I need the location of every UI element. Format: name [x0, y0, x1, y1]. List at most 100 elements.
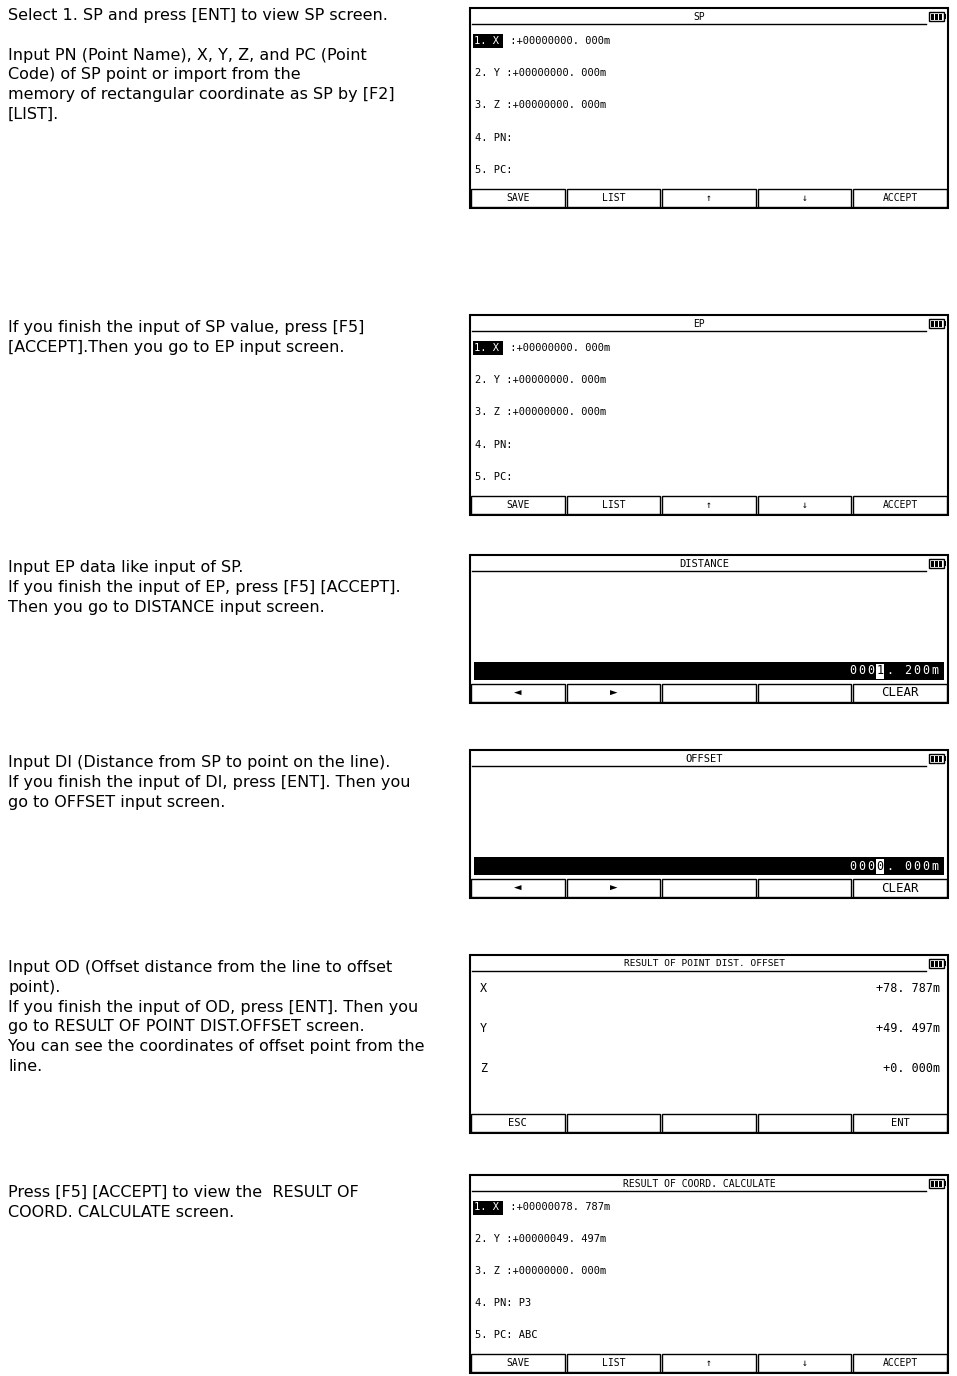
Bar [935, 14, 938, 19]
Text: 2. Y :+00000000. 000m: 2. Y :+00000000. 000m [475, 67, 606, 78]
Text: 4. PN: P3: 4. PN: P3 [475, 1299, 531, 1309]
Text: 4. PN:: 4. PN: [475, 440, 513, 450]
Bar [474, 857, 944, 875]
Bar [944, 321, 946, 326]
Text: SAVE: SAVE [506, 499, 529, 510]
Text: ◄: ◄ [514, 687, 522, 699]
Text: ACCEPT: ACCEPT [882, 1358, 918, 1368]
Bar [662, 1354, 756, 1372]
Text: ↓: ↓ [802, 499, 808, 510]
Text: 3. Z :+00000000. 000m: 3. Z :+00000000. 000m [475, 100, 606, 110]
Text: :+00000000. 000m: :+00000000. 000m [504, 343, 611, 352]
Text: .: . [886, 860, 893, 872]
Text: ↑: ↑ [706, 193, 712, 204]
Text: 0: 0 [858, 665, 865, 677]
Text: CLEAR: CLEAR [881, 882, 919, 894]
Bar [935, 960, 938, 966]
Bar [944, 14, 946, 19]
Text: ↑: ↑ [706, 499, 712, 510]
Text: 1. X: 1. X [474, 36, 499, 45]
Text: LIST: LIST [602, 499, 625, 510]
Text: RESULT OF POINT DIST. OFFSET: RESULT OF POINT DIST. OFFSET [624, 959, 785, 969]
Bar [758, 879, 852, 897]
Bar [471, 684, 565, 702]
Text: +78. 787m: +78. 787m [876, 982, 940, 995]
Text: 76: 76 [468, 1339, 488, 1357]
Text: CLEAR: CLEAR [881, 687, 919, 699]
Text: 0: 0 [923, 665, 930, 677]
Bar [929, 559, 944, 568]
Bar [930, 321, 933, 326]
Bar [854, 879, 947, 897]
Bar [567, 684, 660, 702]
Bar [935, 321, 938, 326]
Bar [567, 1354, 660, 1372]
Bar [854, 1115, 947, 1132]
Text: 1. X: 1. X [474, 1203, 499, 1212]
Text: ◄: ◄ [514, 882, 522, 894]
Bar [930, 960, 933, 966]
Text: 0: 0 [849, 665, 857, 677]
Bar [930, 1181, 933, 1186]
Bar [929, 12, 944, 21]
Text: ►: ► [610, 882, 617, 894]
Text: 2. Y :+00000049. 497m: 2. Y :+00000049. 497m [475, 1234, 606, 1244]
Bar [930, 14, 933, 19]
Text: 0: 0 [913, 665, 921, 677]
Text: ↓: ↓ [802, 193, 808, 204]
Text: 3. Z :+00000000. 000m: 3. Z :+00000000. 000m [475, 1266, 606, 1277]
Bar [471, 1115, 565, 1132]
Bar [854, 1354, 947, 1372]
Text: :+00000078. 787m: :+00000078. 787m [504, 1203, 611, 1212]
Bar [939, 14, 942, 19]
Text: 0: 0 [858, 860, 865, 872]
Text: 0: 0 [867, 665, 875, 677]
Text: 3. Z :+00000000. 000m: 3. Z :+00000000. 000m [475, 407, 606, 417]
Text: +49. 497m: +49. 497m [876, 1022, 940, 1036]
Bar [662, 684, 756, 702]
Bar [470, 555, 948, 703]
Text: 0: 0 [867, 860, 875, 872]
Bar [473, 1201, 503, 1215]
Bar [471, 495, 565, 515]
Bar [758, 1115, 852, 1132]
Bar [471, 189, 565, 206]
Bar [470, 750, 948, 899]
Text: Select 1. SP and press [ENT] to view SP screen.

Input PN (Point Name), X, Y, Z,: Select 1. SP and press [ENT] to view SP … [8, 8, 394, 122]
Bar [939, 560, 942, 567]
Text: DISTANCE: DISTANCE [679, 559, 729, 570]
Bar [473, 34, 503, 48]
Bar [567, 879, 660, 897]
Bar [876, 859, 884, 874]
Text: m: m [932, 860, 939, 872]
Text: SAVE: SAVE [506, 193, 529, 204]
Text: m: m [932, 665, 939, 677]
Text: Input EP data like input of SP.
If you finish the input of EP, press [F5] [ACCEP: Input EP data like input of SP. If you f… [8, 560, 401, 615]
Bar [662, 879, 756, 897]
Bar [854, 684, 947, 702]
Bar [662, 495, 756, 515]
Bar [939, 1181, 942, 1186]
Text: 4. PN:: 4. PN: [475, 132, 513, 143]
Text: 5. PC:: 5. PC: [475, 165, 513, 175]
Bar [944, 1181, 946, 1186]
Bar [473, 341, 503, 355]
Text: OFFSET: OFFSET [685, 754, 723, 764]
Bar [929, 754, 944, 764]
Text: ↑: ↑ [706, 1358, 712, 1368]
Bar [470, 1175, 948, 1373]
Text: X: X [480, 982, 487, 995]
Text: ACCEPT: ACCEPT [882, 499, 918, 510]
Text: 5. PC:: 5. PC: [475, 472, 513, 482]
Bar [758, 495, 852, 515]
Bar [854, 495, 947, 515]
Text: 0: 0 [904, 860, 911, 872]
Text: Input OD (Offset distance from the line to offset
point).
If you finish the inpu: Input OD (Offset distance from the line … [8, 960, 425, 1075]
Text: LIST: LIST [602, 1358, 625, 1368]
Text: 0: 0 [849, 860, 857, 872]
Bar [470, 955, 948, 1132]
Text: RESULT OF COORD. CALCULATE: RESULT OF COORD. CALCULATE [623, 1179, 775, 1189]
Text: 0: 0 [923, 860, 930, 872]
Bar [939, 755, 942, 761]
Text: 0: 0 [877, 860, 883, 872]
